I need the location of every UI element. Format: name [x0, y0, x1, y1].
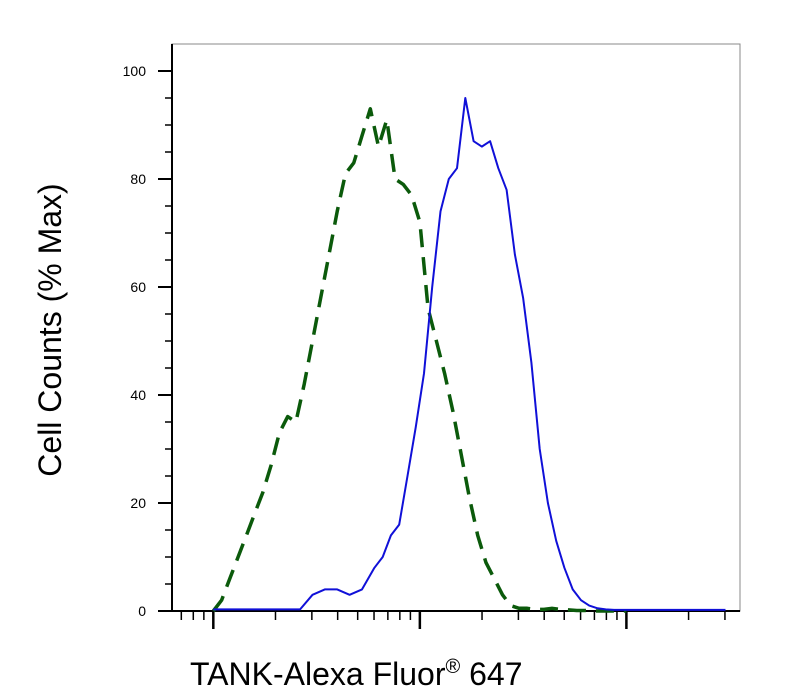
y-tick-label: 100 — [123, 63, 147, 79]
x-axis-ticks — [180, 611, 726, 629]
y-tick-label: 40 — [130, 387, 146, 403]
x-axis-title-suffix: 647 — [460, 656, 522, 692]
series-dashed-line — [211, 107, 627, 613]
x-axis-title-superscript: ® — [445, 656, 460, 678]
y-tick-label: 60 — [130, 279, 146, 295]
series-solid-line — [213, 97, 726, 611]
y-axis-ticks: 0 20 40 60 80 100 — [123, 63, 172, 619]
x-axis-title: TANK-Alexa Fluor® 647 — [190, 656, 523, 692]
plot-frame — [171, 43, 741, 612]
x-axis-title-main: TANK-Alexa Fluor — [190, 656, 446, 692]
y-tick-label: 20 — [130, 495, 146, 511]
y-tick-label: 0 — [138, 603, 146, 619]
series-layer — [211, 97, 726, 613]
y-tick-label: 80 — [130, 171, 146, 187]
y-axis-title: Cell Counts (% Max) — [32, 183, 68, 476]
